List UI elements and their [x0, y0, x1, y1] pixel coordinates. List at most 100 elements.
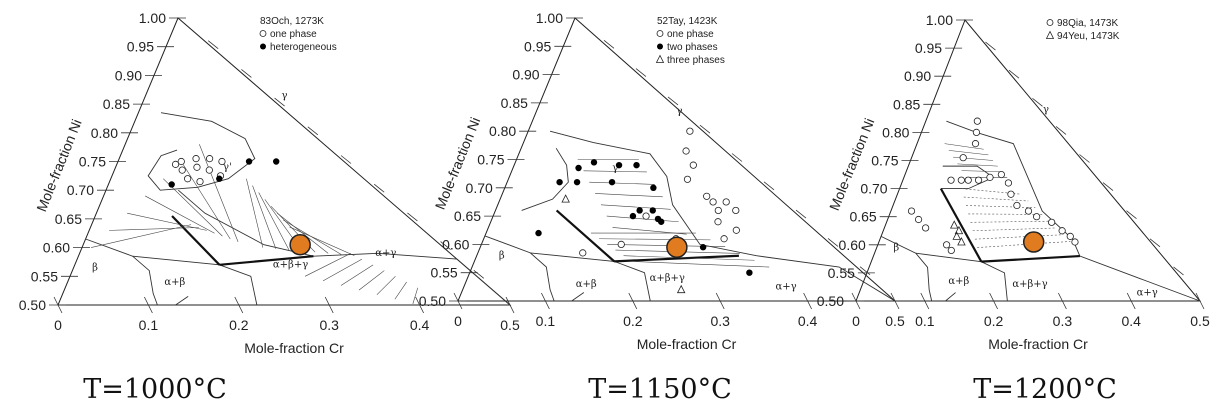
data-point-filled: [273, 158, 280, 165]
x-tick-label: 0.2: [229, 317, 249, 333]
data-point-filled: [245, 158, 253, 165]
composition-marker: [289, 233, 311, 256]
x-tick-mark: [715, 292, 725, 310]
phase-region-label: β: [893, 242, 899, 253]
x-tick-mark: [1058, 292, 1067, 310]
tie-line: [258, 192, 290, 251]
data-point-filled: [650, 184, 657, 191]
tie-line: [963, 196, 1029, 202]
legend-label: 98Qia, 1473K: [1057, 18, 1118, 29]
y-tick-label: 0.90: [115, 67, 142, 83]
alpha-beta-inner: [571, 292, 585, 302]
x-tick-label: 0.5: [885, 313, 905, 329]
tie-line: [957, 163, 998, 167]
y-tick-label: 0.95: [127, 39, 154, 55]
data-point-open: [689, 161, 697, 169]
phase-region-label: α+γ: [776, 282, 797, 293]
y-tick-label: 0.50: [419, 293, 446, 309]
data-point-open: [907, 207, 916, 215]
right-tick-mark: [731, 153, 743, 162]
legend-label: 94Yeu, 1473K: [1057, 31, 1120, 42]
tie-line: [965, 205, 1036, 209]
y-tick-label: 0.70: [67, 182, 94, 198]
data-point-open: [722, 198, 730, 206]
tie-line: [289, 226, 355, 256]
tie-line: [599, 238, 711, 241]
phase-region-label: β: [92, 263, 98, 274]
tie-line: [589, 181, 655, 185]
x-tick-label: 0.3: [319, 317, 339, 333]
y-tick-label: 0.80: [489, 123, 516, 139]
phase-region-label: γ: [676, 106, 682, 117]
alpha-beta-boundary: [915, 252, 1008, 302]
y-tick-label: 0.75: [79, 154, 106, 170]
tie-line: [277, 212, 329, 254]
gamma-prime-boundary: [521, 147, 569, 211]
data-point-open: [1024, 207, 1033, 215]
right-tick-mark: [1055, 126, 1067, 135]
legend-label: two phases: [667, 42, 718, 53]
x-tick-label: 0.4: [798, 313, 818, 329]
right-tick-mark: [1008, 69, 1020, 79]
phase-boundaries: [85, 112, 511, 306]
beta-boundary: [85, 238, 158, 306]
legend-symbol: [1045, 30, 1055, 39]
tie-line: [163, 178, 223, 237]
data-point-open: [1048, 218, 1056, 226]
panel-caption: T=1200°C: [973, 374, 1117, 405]
x-tick-mark: [53, 296, 63, 314]
legend-symbol: [260, 43, 266, 50]
tie-line: [358, 270, 385, 291]
y-tick-label: 0.55: [828, 265, 855, 281]
legend-symbol: [655, 54, 665, 63]
tie-line: [246, 178, 264, 248]
beta-boundary: [484, 235, 555, 302]
ternary-panel-2: 0.500.550.600.650.700.750.800.850.900.95…: [419, 10, 905, 405]
phase-region-label: α+β+γ: [650, 273, 685, 284]
data-point-open: [177, 157, 185, 166]
right-tick-mark: [827, 238, 839, 247]
data-point-open: [1007, 190, 1015, 198]
data-point-open: [709, 198, 717, 206]
data-point-triangle: [957, 237, 966, 246]
data-point-open: [714, 206, 722, 215]
right-tick-mark: [859, 266, 871, 276]
y-tick-label: 1.00: [926, 12, 953, 28]
data-point-open: [178, 166, 186, 174]
x-tick-mark: [803, 292, 812, 310]
data-point-filled: [168, 181, 175, 188]
gamma-boundary: [549, 130, 896, 302]
tie-line: [252, 185, 277, 249]
data-point-triangle: [561, 194, 570, 203]
x-tick-mark: [989, 292, 998, 310]
data-point-open: [732, 206, 740, 215]
data-point-open: [579, 249, 587, 257]
right-tick-mark: [795, 209, 807, 219]
x-tick-mark: [628, 292, 638, 310]
legend-symbol: [259, 30, 267, 37]
y-tick-label: 0.60: [839, 237, 866, 253]
legend-title: 52Tay, 1423K: [657, 16, 718, 27]
phase-region-label: α+β: [164, 277, 185, 288]
tie-line: [944, 143, 984, 150]
x-tick-mark: [234, 296, 244, 314]
data-point-open: [922, 224, 930, 232]
x-tick-label: 0.3: [710, 313, 730, 329]
x-tick-mark: [920, 292, 930, 310]
x-axis-label: Mole-fraction Cr: [244, 340, 344, 356]
gamma-boundary: [946, 120, 1201, 302]
y-tick-label: 0.90: [904, 68, 931, 84]
tie-line: [970, 220, 1050, 223]
x-tick-mark: [415, 296, 424, 314]
data-point-open: [184, 175, 192, 183]
tie-line: [199, 144, 239, 242]
x-tick-label: 0: [454, 313, 462, 329]
tie-line: [304, 253, 351, 277]
y-tick-label: 0.65: [55, 211, 82, 227]
gamma-prime-boundary: [147, 112, 256, 191]
composition-marker: [1022, 231, 1045, 253]
right-tick-mark: [440, 241, 451, 250]
right-tick-mark: [667, 96, 679, 106]
tie-line: [322, 258, 363, 282]
right-tick-mark: [1126, 210, 1137, 220]
